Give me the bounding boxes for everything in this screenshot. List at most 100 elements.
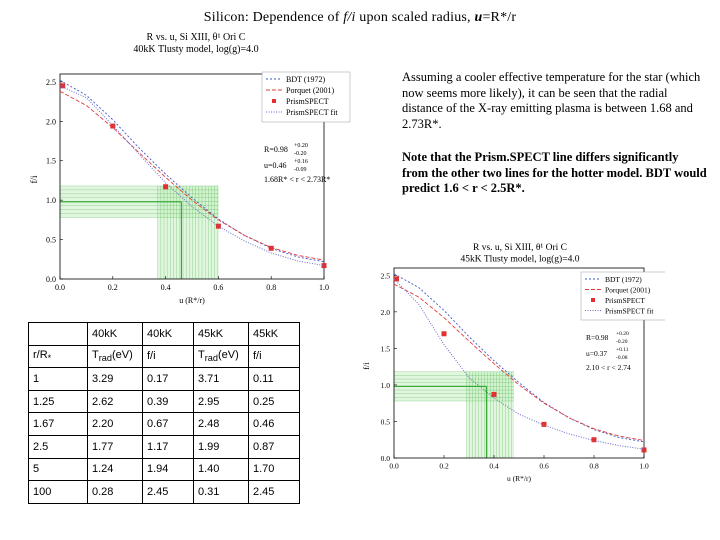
y-tick-label: 1.5 bbox=[46, 157, 56, 166]
table-row: 1 3.29 0.17 3.71 0.11 bbox=[28, 367, 300, 391]
y-tick-label: 2.5 bbox=[381, 271, 391, 280]
series-line-bdt-1972 bbox=[393, 273, 645, 443]
table-cell: 0.31 bbox=[193, 480, 249, 504]
table-cell: 0.25 bbox=[248, 389, 300, 414]
table-cell: 1.25 bbox=[28, 389, 88, 414]
data-point-prismspect bbox=[641, 447, 647, 453]
data-point-prismspect bbox=[441, 331, 447, 337]
table-cell: 2.5 bbox=[28, 434, 88, 459]
table-header-cell: 40kK bbox=[142, 322, 194, 346]
y-tick-label: 0.5 bbox=[46, 236, 56, 245]
legend-label: Porquet (2001) bbox=[286, 86, 335, 95]
chart-title: R vs. u, Si XIII, θ¹ Ori C bbox=[473, 243, 567, 253]
y-tick-label: 1.0 bbox=[46, 196, 56, 205]
table-cell: 3.29 bbox=[87, 367, 143, 391]
table-cell: 1.99 bbox=[193, 434, 249, 459]
table-cell: 2.20 bbox=[87, 412, 143, 436]
series-line-bdt-1972 bbox=[59, 79, 325, 263]
y-tick-label: 2.0 bbox=[46, 117, 56, 126]
data-point-prismspect bbox=[268, 245, 274, 251]
data-point-prismspect bbox=[321, 263, 327, 269]
table-cell: 5 bbox=[28, 457, 88, 482]
header-t-sub: rad bbox=[98, 353, 112, 364]
x-tick-label: 0.4 bbox=[489, 462, 499, 471]
table-cell: 1 bbox=[28, 367, 88, 391]
fit-u-lower: -0.09 bbox=[294, 167, 307, 173]
x-tick-label: 1.0 bbox=[319, 283, 329, 292]
header-r-sub: * bbox=[47, 353, 52, 364]
paragraph-prismspect-note: Note that the Prism.SPECT line differs s… bbox=[402, 150, 707, 195]
chart-subtitle: 40kK Tlusty model, log(g)=4.0 bbox=[133, 44, 258, 55]
legend-label: BDT (1972) bbox=[605, 275, 642, 284]
data-table: 40kK 40kK 45kK 45kK r/R* Trad(eV) f/i Tr… bbox=[28, 322, 300, 504]
table-row: 1.25 2.62 0.39 2.95 0.25 bbox=[28, 389, 300, 414]
table-cell: 2.62 bbox=[87, 389, 143, 414]
table-cell: 2.95 bbox=[193, 389, 249, 414]
table-header-cell: Trad(eV) bbox=[193, 344, 249, 369]
legend-label: PrismSPECT fit bbox=[605, 307, 654, 316]
table-cell: 0.11 bbox=[248, 367, 300, 391]
legend-label: PrismSPECT bbox=[286, 97, 329, 106]
series-line-prismspect-fit bbox=[59, 85, 325, 267]
table-cell: 2.45 bbox=[248, 480, 300, 504]
slide-title: Silicon: Dependence of f/i upon scaled r… bbox=[0, 10, 720, 26]
plot-frame bbox=[59, 73, 325, 280]
title-u: u bbox=[474, 10, 483, 25]
header-t-label: T bbox=[92, 349, 99, 362]
table-header-cell: r/R* bbox=[28, 344, 88, 369]
fit-ratio-text: R=0.98 bbox=[586, 333, 609, 342]
x-tick-label: 0.4 bbox=[161, 283, 171, 292]
x-tick-label: 0.6 bbox=[213, 283, 223, 292]
table-cell: 0.28 bbox=[87, 480, 143, 504]
table-cell: 1.94 bbox=[142, 457, 194, 482]
paragraph-cooler-temperature: Assuming a cooler effective temperature … bbox=[402, 70, 701, 131]
fit-range-text: 2.10 < r < 2.74 bbox=[586, 363, 631, 372]
series-line-porquet-2001 bbox=[59, 90, 325, 261]
x-tick-label: 0.6 bbox=[539, 462, 549, 471]
data-point-prismspect bbox=[591, 437, 597, 443]
legend-box bbox=[261, 71, 351, 123]
table-cell: 0.46 bbox=[248, 412, 300, 436]
fit-u-text: u=0.37 bbox=[586, 349, 607, 358]
header-t-label: T bbox=[198, 349, 205, 362]
fit-ratio-lower: -0.20 bbox=[616, 339, 628, 345]
table-row: 5 1.24 1.94 1.40 1.70 bbox=[28, 457, 300, 482]
data-point-prismspect bbox=[541, 421, 547, 427]
table-cell: 2.48 bbox=[193, 412, 249, 436]
chart-subtitle: 45kK Tlusty model, log(g)=4.0 bbox=[461, 254, 580, 265]
y-tick-label: 2.5 bbox=[46, 78, 56, 87]
x-tick-label: 0.2 bbox=[439, 462, 449, 471]
table-header-cell: Trad(eV) bbox=[87, 344, 143, 369]
header-t-sub: rad bbox=[204, 353, 218, 364]
fit-u-upper: +0.11 bbox=[616, 347, 629, 353]
header-t-unit: (eV) bbox=[217, 349, 239, 362]
x-tick-label: 0.2 bbox=[108, 283, 118, 292]
legend-label: Porquet (2001) bbox=[605, 286, 651, 295]
table-cell: 3.71 bbox=[193, 367, 249, 391]
table-row: 100 0.28 2.45 0.31 2.45 bbox=[28, 480, 300, 504]
table-cell: 0.17 bbox=[142, 367, 194, 391]
x-tick-label: 0.8 bbox=[266, 283, 276, 292]
table-header-cell: f/i bbox=[248, 344, 300, 369]
table-cell: 0.87 bbox=[248, 434, 300, 459]
table-cell: 1.40 bbox=[193, 457, 249, 482]
header-r-label: r/R bbox=[33, 349, 48, 362]
fit-ratio-lower: -0.20 bbox=[294, 151, 307, 157]
legend-box bbox=[580, 271, 665, 321]
table-header-row-2: r/R* Trad(eV) f/i Trad(eV) f/i bbox=[28, 344, 300, 369]
table-header-cell: 45kK bbox=[248, 322, 300, 346]
title-tail: =R*/r bbox=[482, 10, 517, 25]
data-point-prismspect bbox=[215, 223, 221, 229]
confidence-band-vertical bbox=[157, 185, 219, 279]
table-header-cell: 40kK bbox=[87, 322, 143, 346]
fit-ratio-upper: +0.20 bbox=[294, 143, 308, 149]
y-axis-label: f/i bbox=[361, 362, 371, 370]
table-cell: 1.77 bbox=[87, 434, 143, 459]
table-cell: 2.45 bbox=[142, 480, 194, 504]
title-fi: f/i bbox=[343, 10, 356, 25]
title-lead: Silicon: Dependence of bbox=[203, 10, 344, 25]
x-tick-label: 0.0 bbox=[389, 462, 399, 471]
legend-marker bbox=[591, 298, 595, 302]
table-cell: 1.24 bbox=[87, 457, 143, 482]
